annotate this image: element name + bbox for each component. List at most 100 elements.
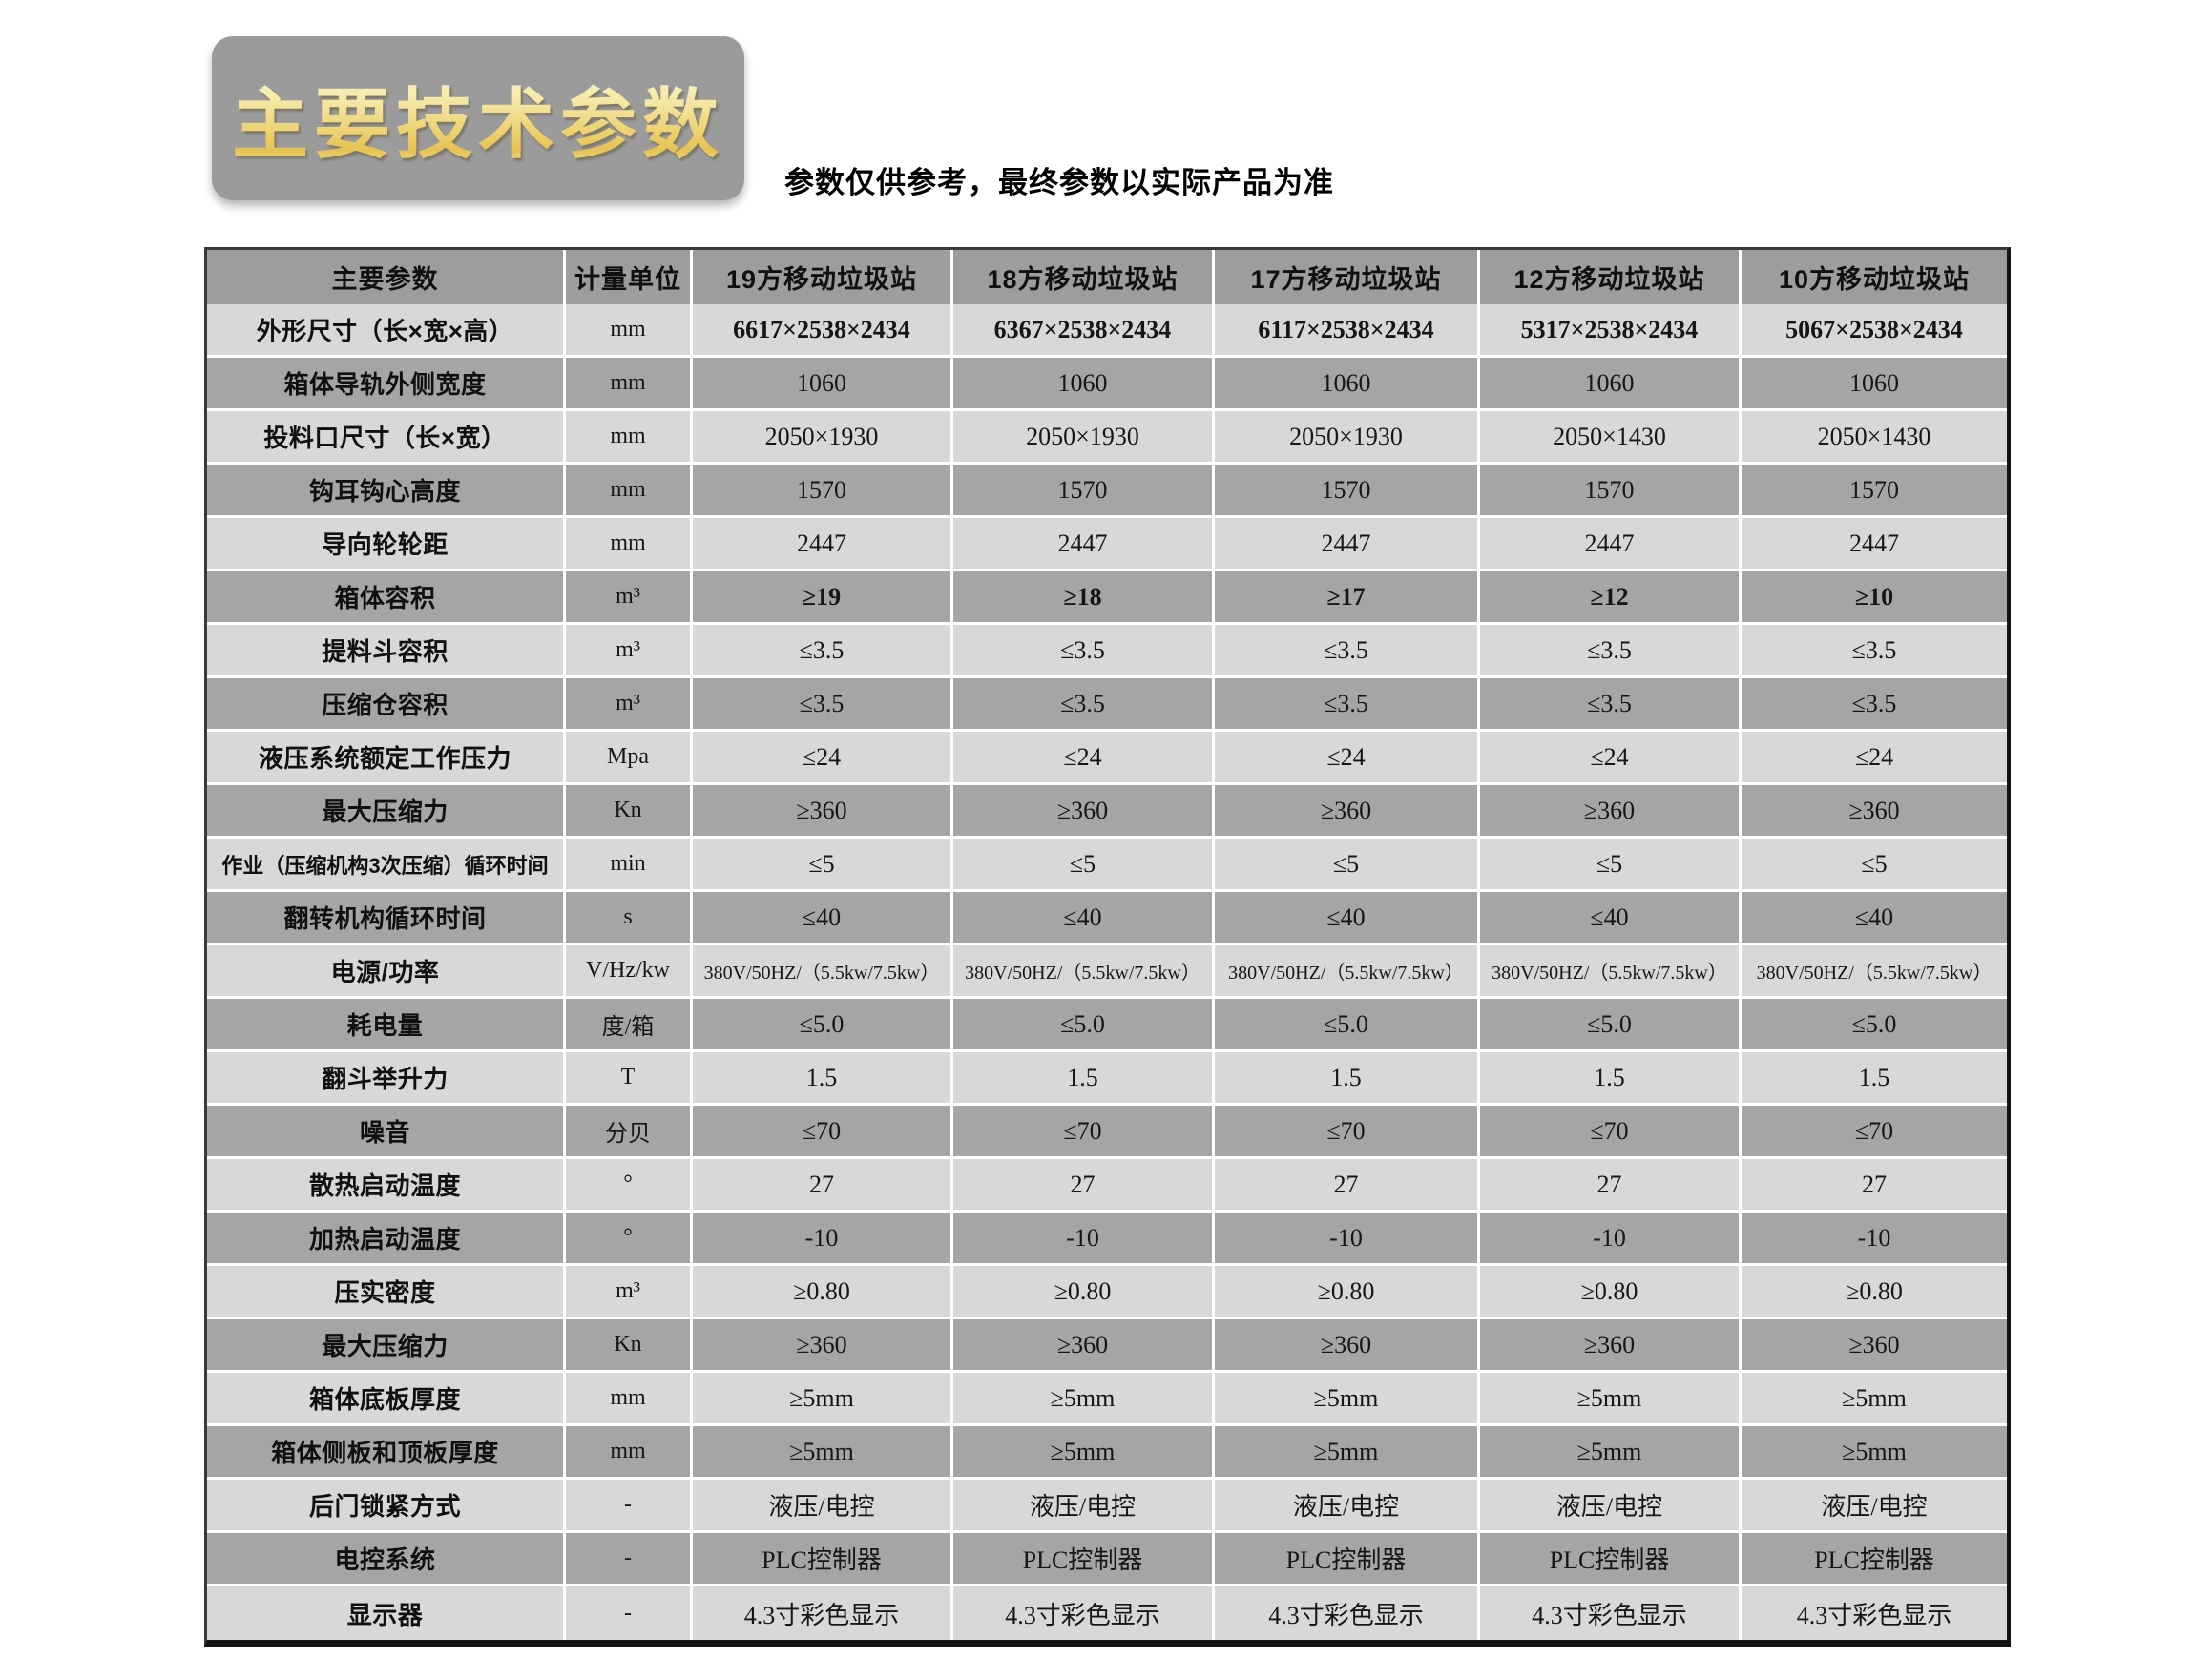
unit-cell: m³ xyxy=(566,1266,693,1319)
value-cell: ≤5.0 xyxy=(1742,999,2007,1052)
value-cell: 380V/50HZ/（5.5kw/7.5kw） xyxy=(953,945,1215,999)
value-cell: ≤5 xyxy=(953,839,1215,892)
table-row: 加热启动温度 ° -10 -10 -10 -10 -10 xyxy=(207,1213,2007,1266)
value-cell: -10 xyxy=(1742,1213,2007,1266)
value-cell: ≤5 xyxy=(1480,839,1742,892)
param-cell: 作业（压缩机构3次压缩）循环时间 xyxy=(207,839,566,892)
value-cell: 6117×2538×2434 xyxy=(1215,304,1480,358)
value-cell: ≤70 xyxy=(953,1106,1215,1159)
value-cell: 380V/50HZ/（5.5kw/7.5kw） xyxy=(1480,945,1742,999)
table-row: 钩耳钩心高度 mm 1570 1570 1570 1570 1570 xyxy=(207,465,2007,518)
column-header: 18方移动垃圾站 xyxy=(953,250,1215,304)
table-row: 最大压缩力 Kn ≥360 ≥360 ≥360 ≥360 ≥360 xyxy=(207,785,2007,839)
value-cell: 4.3寸彩色显示 xyxy=(1796,1601,1952,1629)
value-cell: ≥360 xyxy=(1742,1319,2007,1373)
value-cell: ≤24 xyxy=(1480,732,1742,785)
unit-cell: mm xyxy=(566,465,693,518)
param-cell: 加热启动温度 xyxy=(207,1213,566,1266)
value-cell: 27 xyxy=(693,1159,953,1213)
value-cell: 27 xyxy=(953,1159,1215,1213)
value-cell: ≤40 xyxy=(1215,892,1480,945)
value-cell: ≤70 xyxy=(1215,1106,1480,1159)
value-cell: ≤5.0 xyxy=(1480,999,1742,1052)
value-cell: 1570 xyxy=(1215,465,1480,518)
value-cell: ≥0.80 xyxy=(1215,1266,1480,1319)
value-cell: ≥19 xyxy=(693,571,953,625)
unit-cell: mm xyxy=(566,1426,693,1480)
value-cell: ≥18 xyxy=(953,571,1215,625)
value-cell: ≤5 xyxy=(1215,839,1480,892)
value-cell: ≥5mm xyxy=(1480,1373,1742,1426)
page-title: 主要技术参数 xyxy=(232,73,724,163)
unit-cell: m³ xyxy=(566,625,693,678)
param-cell: 外形尺寸（长×宽×高） xyxy=(207,304,566,358)
param-cell: 散热启动温度 xyxy=(207,1159,566,1213)
param-cell: 提料斗容积 xyxy=(207,625,566,678)
table-row: 噪音 分贝 ≤70 ≤70 ≤70 ≤70 ≤70 xyxy=(207,1106,2007,1159)
value-cell: ≥0.80 xyxy=(953,1266,1215,1319)
value-cell: ≤3.5 xyxy=(1742,625,2007,678)
unit-cell: mm xyxy=(566,518,693,571)
value-cell: ≤24 xyxy=(693,732,953,785)
column-header: 10方移动垃圾站 xyxy=(1778,265,1971,294)
value-cell: 液压/电控 xyxy=(1215,1480,1480,1533)
value-cell: 液压/电控 xyxy=(1480,1480,1742,1533)
value-cell: ≤3.5 xyxy=(693,625,953,678)
unit-cell: T xyxy=(566,1052,693,1106)
value-cell: 2050×1930 xyxy=(1215,411,1480,465)
table-row: 液压系统额定工作压力 Mpa ≤24 ≤24 ≤24 ≤24 ≤24 xyxy=(207,732,2007,785)
column-header: 19方移动垃圾站 xyxy=(693,250,953,304)
value-cell: ≥360 xyxy=(1480,1319,1742,1373)
value-cell: 2447 xyxy=(693,518,953,571)
value-cell: ≤40 xyxy=(953,892,1215,945)
value-cell: ≥0.80 xyxy=(1742,1266,2007,1319)
value-cell: ≥5mm xyxy=(693,1373,953,1426)
value-cell: 2050×1430 xyxy=(1742,411,2007,465)
value-cell: 2447 xyxy=(1215,518,1480,571)
value-cell: ≤3.5 xyxy=(1480,678,1742,732)
unit-cell: V/Hz/kw xyxy=(566,945,693,999)
value-cell: ≤3.5 xyxy=(1215,678,1480,732)
param-cell: 后门锁紧方式 xyxy=(207,1480,566,1533)
table-row: 电控系统 - PLC控制器 PLC控制器 PLC控制器 PLC控制器 PLC控制器 xyxy=(207,1533,2007,1586)
value-cell: 6367×2538×2434 xyxy=(953,304,1215,358)
value-cell: 4.3寸彩色显示 xyxy=(1480,1586,1742,1640)
param-cell: 翻斗举升力 xyxy=(207,1052,566,1106)
value-cell: 380V/50HZ/（5.5kw/7.5kw） xyxy=(1742,945,2007,999)
title-panel: 主要技术参数 xyxy=(212,36,744,200)
table-row: 作业（压缩机构3次压缩）循环时间 min ≤5 ≤5 ≤5 ≤5 ≤5 xyxy=(207,839,2007,892)
value-cell: -10 xyxy=(1215,1213,1480,1266)
table-row: 投料口尺寸（长×宽） mm 2050×1930 2050×1930 2050×1930 2… xyxy=(207,411,2007,465)
column-header: 12方移动垃圾站 xyxy=(1480,250,1742,304)
value-cell: ≤40 xyxy=(1742,892,2007,945)
value-cell: ≤5 xyxy=(693,839,953,892)
unit-cell: Kn xyxy=(566,785,693,839)
value-cell: ≥5mm xyxy=(953,1426,1215,1480)
value-cell: ≥360 xyxy=(693,785,953,839)
value-cell: ≤24 xyxy=(1742,732,2007,785)
param-cell: 箱体底板厚度 xyxy=(207,1373,566,1426)
value-cell: -10 xyxy=(1480,1213,1742,1266)
value-cell: ≥360 xyxy=(1215,1319,1480,1373)
table-header-row: 主要参数 计量单位 19方移动垃圾站 18方移动垃圾站 17方移动垃圾站 12方移动垃圾站… xyxy=(207,250,2007,304)
value-cell: ≥5mm xyxy=(1215,1426,1480,1480)
table-row: 箱体导轨外侧宽度 mm 1060 1060 1060 1060 1060 xyxy=(207,358,2007,411)
unit-cell: Mpa xyxy=(566,732,693,785)
param-cell: 压缩仓容积 xyxy=(207,678,566,732)
value-cell: ≥360 xyxy=(1480,785,1742,839)
value-cell: 2050×1930 xyxy=(953,411,1215,465)
table-row: 箱体侧板和顶板厚度 mm ≥5mm ≥5mm ≥5mm ≥5mm ≥5mm xyxy=(207,1426,2007,1480)
value-cell: 4.3寸彩色显示 xyxy=(953,1586,1215,1640)
param-cell: 导向轮轮距 xyxy=(207,518,566,571)
value-cell: 27 xyxy=(1215,1159,1480,1213)
value-cell: ≤24 xyxy=(1215,732,1480,785)
disclaimer-note: 参数仅供参考，最终参数以实际产品为准 xyxy=(784,166,1334,199)
value-cell: 1.5 xyxy=(1742,1052,2007,1106)
table-row: 压实密度 m³ ≥0.80 ≥0.80 ≥0.80 ≥0.80 ≥0.80 xyxy=(207,1266,2007,1319)
unit-cell: s xyxy=(566,892,693,945)
unit-cell: mm xyxy=(566,304,693,358)
value-cell: ≥10 xyxy=(1742,571,2007,625)
value-cell: 1060 xyxy=(693,358,953,411)
value-cell: -10 xyxy=(693,1213,953,1266)
value-cell: ≥360 xyxy=(1215,785,1480,839)
